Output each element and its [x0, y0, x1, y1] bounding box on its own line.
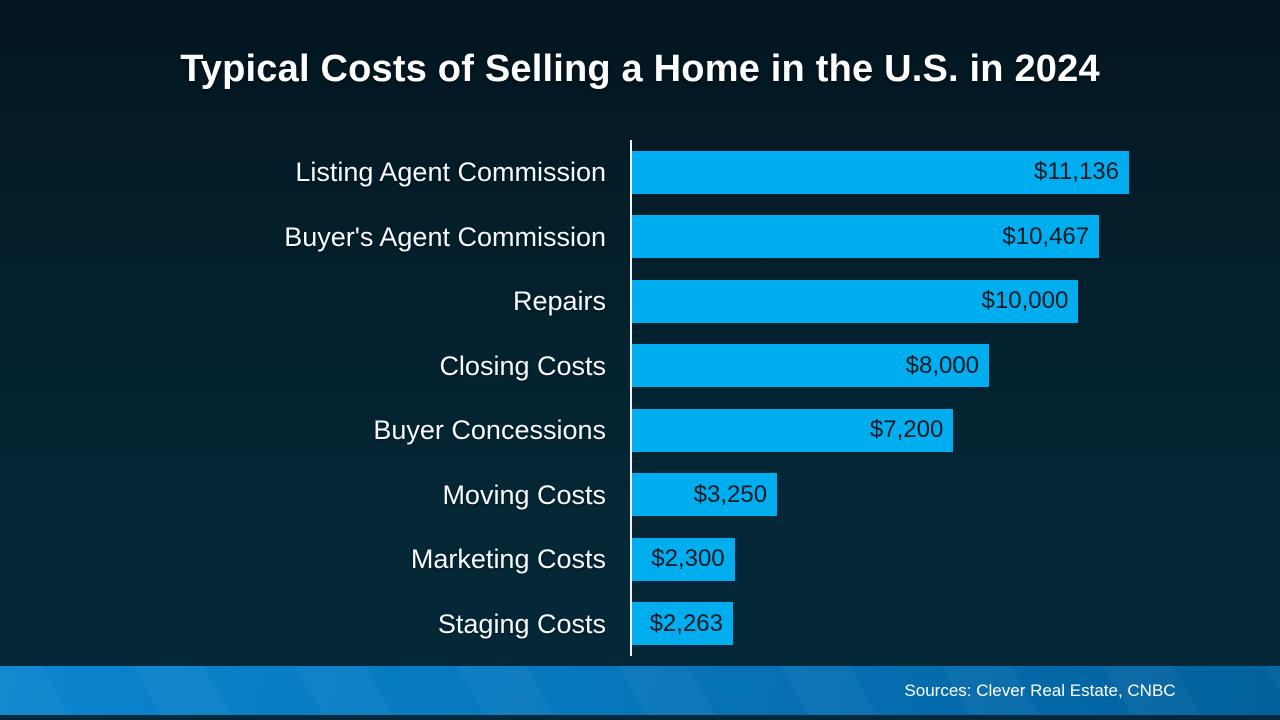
category-label: Listing Agent Commission [295, 157, 606, 187]
value-label: $7,200 [869, 416, 944, 444]
chart-row: Closing Costs $8,000 [0, 333, 1280, 398]
chart-title: Typical Costs of Selling a Home in the U… [180, 48, 1100, 90]
bar-area: $2,300 [630, 527, 1280, 592]
bar: $11,136 [632, 150, 1129, 194]
bar-area: $10,000 [630, 269, 1280, 334]
category-label: Buyer's Agent Commission [284, 221, 606, 252]
category-label: Closing Costs [439, 350, 606, 381]
value-label: $2,300 [651, 545, 725, 573]
value-label: $3,250 [693, 480, 768, 508]
bar-area: $8,000 [630, 333, 1280, 398]
chart-row: Listing Agent Commission $11,136 [0, 140, 1280, 205]
bar: $7,200 [632, 408, 954, 452]
bar-area: $3,250 [630, 462, 1280, 527]
bar-area: $7,200 [630, 398, 1280, 463]
footer-band: Sources: Clever Real Estate, CNBC [0, 666, 1280, 715]
category-label: Marketing Costs [410, 544, 606, 574]
bar-area: $2,263 [630, 591, 1280, 656]
category-label: Moving Costs [442, 479, 606, 510]
chart-row: Staging Costs $2,263 [0, 591, 1280, 656]
category-label: Repairs [512, 286, 606, 316]
value-label: $10,000 [981, 287, 1069, 315]
category-label: Staging Costs [437, 608, 606, 639]
chart-row: Buyer's Agent Commission $10,467 [0, 204, 1280, 269]
chart-row: Buyer Concessions $7,200 [0, 398, 1280, 463]
bar-area: $10,467 [630, 204, 1280, 269]
value-label: $11,136 [1034, 158, 1119, 186]
value-label: $8,000 [905, 351, 980, 379]
chart-row: Repairs $10,000 [0, 269, 1280, 334]
bar: $8,000 [632, 344, 990, 388]
bar: $10,000 [632, 279, 1079, 323]
value-label: $10,467 [1002, 222, 1090, 250]
category-label: Buyer Concessions [373, 415, 606, 445]
chart-row: Marketing Costs $2,300 [0, 527, 1280, 592]
bar-area: $11,136 [630, 140, 1280, 205]
bar: $2,300 [632, 537, 735, 581]
bar-chart: Listing Agent Commission $11,136 Buyer's… [0, 140, 1280, 656]
chart-row: Moving Costs $3,250 [0, 462, 1280, 527]
bar: $3,250 [632, 473, 778, 517]
bar: $10,467 [632, 215, 1100, 259]
source-text: Sources: Clever Real Estate, CNBC [904, 681, 1176, 700]
bar: $2,263 [632, 602, 733, 646]
value-label: $2,263 [649, 609, 723, 637]
